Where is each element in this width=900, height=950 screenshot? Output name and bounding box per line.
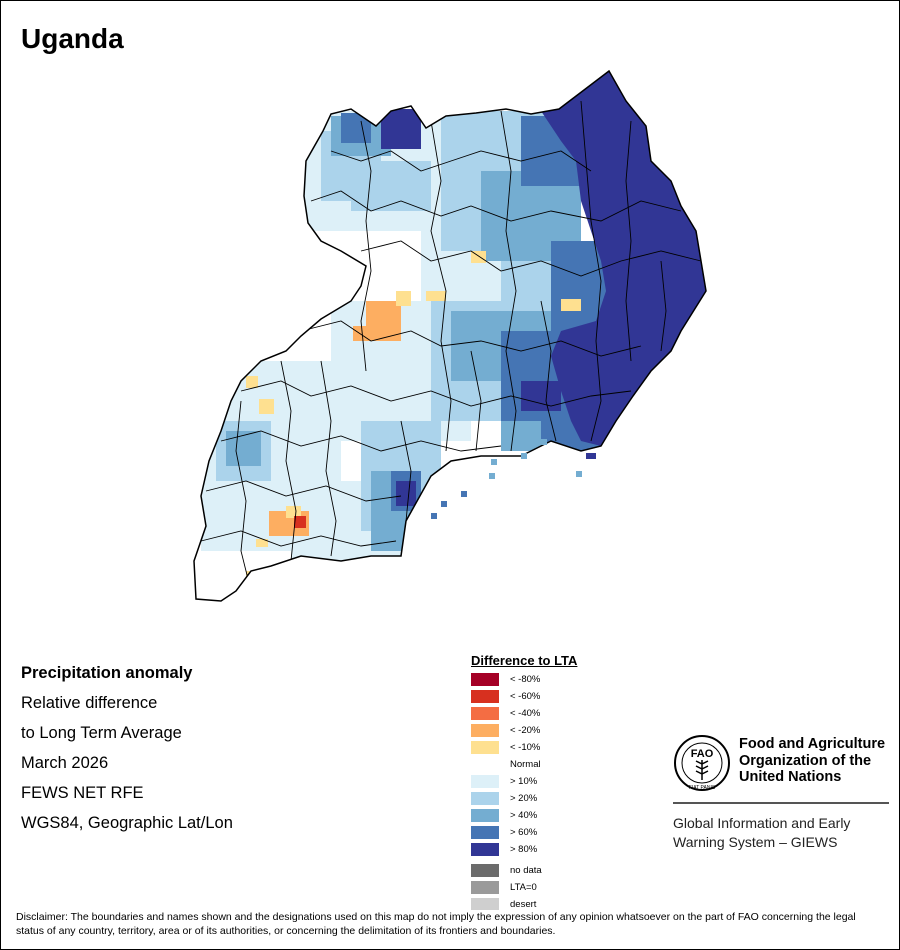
info-heading: Precipitation anomaly	[21, 664, 193, 682]
country-outline	[193, 69, 707, 602]
giews-line2: Warning System – GIEWS	[673, 834, 838, 850]
legend-title: Difference to LTA	[471, 653, 578, 668]
legend-label: < -60%	[510, 691, 541, 702]
lake-victoria-islands	[431, 439, 596, 519]
fao-divider	[673, 802, 889, 804]
legend-swatch	[471, 673, 499, 686]
legend-swatch	[471, 741, 499, 754]
legend-label: < -10%	[510, 742, 541, 753]
legend-swatch	[471, 707, 499, 720]
legend-label: no data	[510, 865, 542, 876]
map-title: Uganda	[21, 23, 124, 54]
giews-line1: Global Information and Early	[673, 815, 851, 831]
info-period: March 2026	[21, 754, 109, 772]
legend-label: < -80%	[510, 674, 541, 685]
legend-item: < -80%	[471, 673, 577, 686]
legend-swatch	[471, 792, 499, 805]
legend-item: > 10%	[471, 775, 577, 788]
legend-label: > 40%	[510, 810, 538, 821]
dry-anomaly-patches	[246, 251, 581, 583]
fao-name-line1: Food and Agriculture	[739, 736, 886, 752]
legend-swatch	[471, 843, 499, 856]
legend-swatch	[471, 758, 499, 771]
fao-name-line3: United Nations	[739, 769, 842, 785]
legend-swatch	[471, 775, 499, 788]
legend-item: < -40%	[471, 707, 577, 720]
fao-name-line2: Organization of the	[739, 752, 872, 769]
giews-name: Global Information and Early Warning Sys…	[673, 814, 889, 852]
legend-swatch	[471, 898, 499, 911]
info-line2: to Long Term Average	[21, 724, 182, 742]
legend: Difference to LTA < -80% < -60% < -40% < -2…	[471, 653, 577, 915]
legend-swatch	[471, 690, 499, 703]
legend-label: Normal	[510, 759, 541, 770]
legend-swatch	[471, 881, 499, 894]
legend-swatch	[471, 724, 499, 737]
info-projection: WGS84, Geographic Lat/Lon	[21, 814, 233, 832]
legend-item: desert	[471, 898, 577, 911]
legend-item: LTA=0	[471, 881, 577, 894]
fao-logo-icon: FAO FIAT PANIS	[674, 735, 730, 791]
legend-item: < -60%	[471, 690, 577, 703]
legend-item: > 60%	[471, 826, 577, 839]
legend-label: desert	[510, 899, 537, 910]
legend-item: > 80%	[471, 843, 577, 856]
legend-label: < -40%	[510, 708, 541, 719]
legend-swatch	[471, 826, 499, 839]
legend-item: Normal	[471, 758, 577, 771]
legend-item: > 40%	[471, 809, 577, 822]
legend-item: no data	[471, 864, 577, 877]
legend-label: < -20%	[510, 725, 541, 736]
legend-label: > 10%	[510, 776, 538, 787]
legend-swatch	[471, 864, 499, 877]
fao-name: Food and Agriculture Organization of the…	[739, 736, 899, 786]
fao-logo-motto: FIAT PANIS	[689, 785, 716, 791]
map-info: Precipitation anomaly Relative differenc…	[21, 658, 233, 838]
district-boundaries	[200, 100, 702, 592]
info-line1: Relative difference	[21, 694, 158, 712]
legend-item: < -10%	[471, 741, 577, 754]
legend-swatch	[471, 809, 499, 822]
disclaimer: Disclaimer: The boundaries and names sho…	[16, 910, 886, 938]
info-dataset: FEWS NET RFE	[21, 784, 144, 802]
legend-label: > 20%	[510, 793, 538, 804]
legend-item: > 20%	[471, 792, 577, 805]
legend-label: > 60%	[510, 827, 538, 838]
legend-item: < -20%	[471, 724, 577, 737]
legend-label: > 80%	[510, 844, 538, 855]
precipitation-anomaly-map	[193, 69, 707, 602]
legend-label: LTA=0	[510, 882, 537, 893]
fao-logo-text: FAO	[691, 748, 714, 760]
